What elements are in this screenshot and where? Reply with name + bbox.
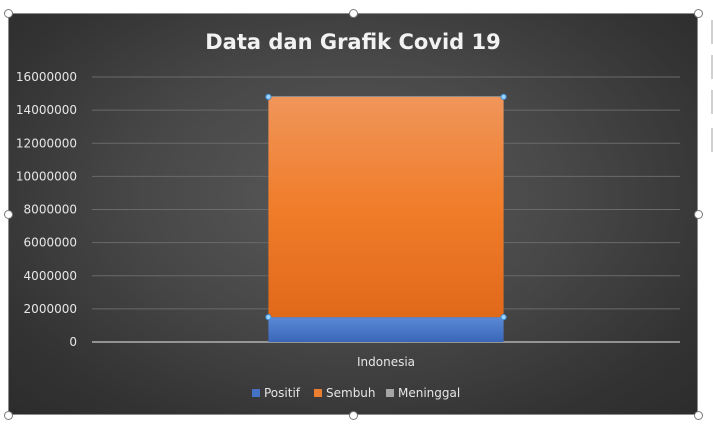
resize-handle-bottom-right[interactable]: [694, 411, 703, 420]
resize-handle-top-left[interactable]: [4, 9, 13, 18]
legend-label-sembuh: Sembuh: [326, 386, 376, 400]
y-tick-label: 0: [69, 335, 77, 349]
y-tick-label: 14000000: [16, 103, 77, 117]
resize-handle-bottom-left[interactable]: [4, 411, 13, 420]
x-category-label: Indonesia: [357, 355, 415, 369]
bar-sembuh: [268, 96, 504, 318]
selection-marker: [500, 93, 507, 100]
selection-marker: [265, 314, 272, 321]
bar-positif: [268, 317, 504, 342]
legend-swatch-sembuh: [314, 389, 322, 397]
chart-filters-button[interactable]: [711, 90, 713, 114]
y-tick-label: 12000000: [16, 136, 77, 150]
resize-handle-top[interactable]: [349, 9, 358, 18]
chart-title: Data dan Grafik Covid 19: [205, 30, 501, 54]
legend-label-positif: Positif: [264, 386, 301, 400]
selection-marker: [500, 314, 507, 321]
resize-handle-left[interactable]: [4, 210, 13, 219]
y-tick-label: 6000000: [24, 236, 77, 250]
chart-elements-button[interactable]: [711, 20, 713, 44]
legend-swatch-meninggal: [386, 389, 394, 397]
legend-label-meninggal: Meninggal: [398, 386, 460, 400]
y-tick-label: 8000000: [24, 203, 77, 217]
legend-swatch-positif: [252, 389, 260, 397]
resize-handle-bottom[interactable]: [349, 411, 358, 420]
resize-handle-right[interactable]: [694, 210, 703, 219]
y-tick-label: 2000000: [24, 302, 77, 316]
selection-marker: [265, 93, 272, 100]
y-tick-label: 16000000: [16, 70, 77, 84]
y-tick-label: 10000000: [16, 169, 77, 183]
y-tick-label: 4000000: [24, 269, 77, 283]
chart-styles-button[interactable]: [711, 55, 713, 79]
chart-extra-button[interactable]: [711, 128, 713, 152]
bar-meninggal: [268, 96, 504, 97]
resize-handle-top-right[interactable]: [694, 9, 703, 18]
